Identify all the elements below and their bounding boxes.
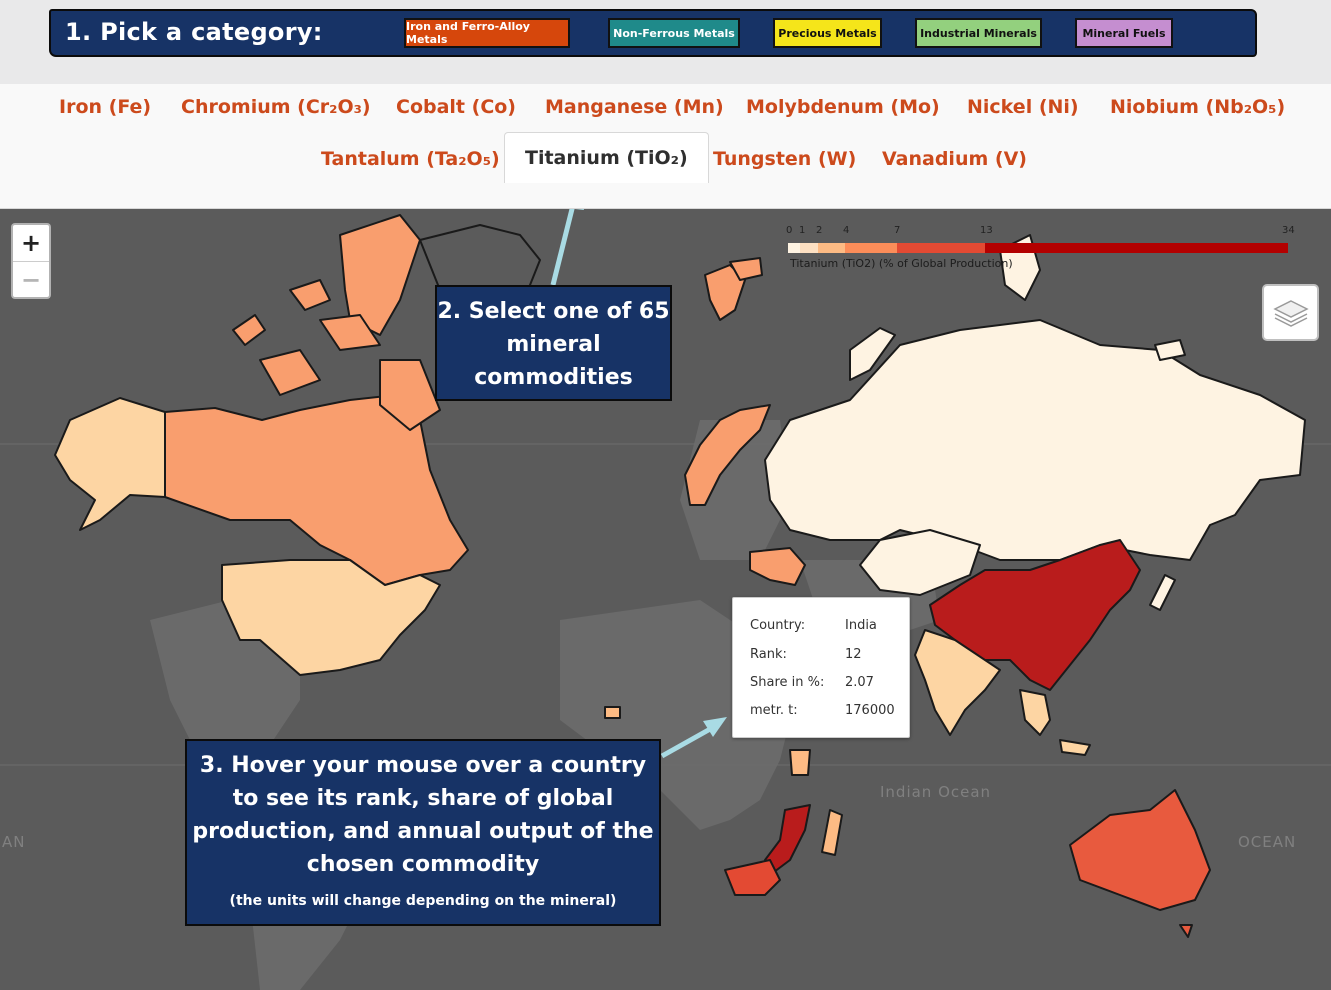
tab-tantalum[interactable]: Tantalum (Ta₂O₅)	[321, 148, 500, 170]
country-sierra-leone	[604, 706, 621, 719]
legend-tick: 4	[843, 225, 850, 236]
country-kazakhstan	[859, 529, 981, 596]
country-kenya	[789, 749, 811, 776]
tab-manganese[interactable]: Manganese (Mn)	[545, 96, 724, 118]
tab-molybdenum[interactable]: Molybdenum (Mo)	[746, 96, 940, 118]
instruction-step-3: 3. Hover your mouse over a country to se…	[185, 739, 661, 926]
ocean-label-left: AN	[2, 833, 26, 851]
tab-cobalt[interactable]: Cobalt (Co)	[396, 96, 516, 118]
tooltip-value: India	[845, 618, 877, 633]
country-russia	[764, 319, 1306, 561]
tooltip-value: 12	[845, 647, 862, 662]
ocean-label-indian: Indian Ocean	[880, 783, 992, 801]
zoom-out-button[interactable]: −	[20, 266, 42, 294]
tab-nickel[interactable]: Nickel (Ni)	[967, 96, 1079, 118]
country-canada-arctic	[339, 214, 421, 336]
legend-tick: 34	[1282, 225, 1295, 236]
zoom-in-button[interactable]: +	[13, 225, 49, 262]
commodity-tab-bar: Iron (Fe) Chromium (Cr₂O₃) Cobalt (Co) M…	[0, 84, 1331, 209]
country-usa-alaska	[54, 397, 166, 531]
country-ukraine	[749, 547, 806, 586]
country-usa	[221, 559, 441, 676]
tab-vanadium[interactable]: Vanadium (V)	[882, 148, 1027, 170]
country-japan	[1149, 574, 1176, 611]
category-button-precious[interactable]: Precious Metals	[773, 18, 882, 48]
tooltip-value: 2.07	[845, 675, 874, 690]
category-prompt: 1. Pick a category:	[65, 18, 323, 46]
callout-arrows	[550, 209, 727, 759]
layers-icon	[1272, 299, 1309, 327]
country-south-africa	[724, 859, 781, 896]
layers-control-button[interactable]	[1262, 284, 1319, 341]
country-mozambique	[764, 804, 811, 876]
legend-caption: Titanium (TiO2) (% of Global Production)	[790, 257, 1013, 270]
tooltip-value: 176000	[845, 703, 895, 718]
country-canada	[164, 394, 469, 586]
category-button-industrial-minerals[interactable]: Industrial Minerals	[915, 18, 1042, 48]
legend-tick: 2	[816, 225, 823, 236]
category-button-non-ferrous[interactable]: Non-Ferrous Metals	[608, 18, 740, 48]
country-madagascar	[821, 809, 843, 856]
country-svalbard	[704, 264, 746, 321]
tab-chromium[interactable]: Chromium (Cr₂O₃)	[181, 96, 371, 118]
country-norway	[684, 404, 771, 506]
map-canvas	[0, 209, 1331, 990]
tab-tungsten[interactable]: Tungsten (W)	[713, 148, 857, 170]
tab-niobium[interactable]: Niobium (Nb₂O₅)	[1110, 96, 1286, 118]
category-banner: 1. Pick a category: Iron and Ferro-Alloy…	[49, 9, 1257, 57]
legend-tick: 0	[786, 225, 793, 236]
instruction-step-3-note: (the units will change depending on the …	[229, 893, 617, 909]
tab-iron[interactable]: Iron (Fe)	[59, 96, 152, 118]
legend-tick: 7	[894, 225, 901, 236]
legend-tick: 13	[980, 225, 993, 236]
ocean-label-right: OCEAN	[1238, 833, 1297, 851]
country-southeast-asia	[1019, 689, 1051, 736]
tooltip-key: Country:	[750, 618, 806, 633]
tooltip-key: metr. t:	[750, 703, 798, 718]
category-button-iron-ferro-alloy[interactable]: Iron and Ferro-Alloy Metals	[404, 18, 570, 48]
country-tooltip: Country: India Rank: 12 Share in %: 2.07…	[732, 597, 910, 738]
tab-titanium[interactable]: Titanium (TiO₂)	[504, 132, 709, 183]
legend-tick: 1	[799, 225, 806, 236]
country-australia	[1069, 789, 1211, 911]
tooltip-key: Rank:	[750, 647, 787, 662]
country-india	[914, 629, 1001, 736]
zoom-control: + −	[11, 223, 51, 299]
instruction-step-3-text: 3. Hover your mouse over a country to se…	[192, 753, 654, 877]
category-button-mineral-fuels[interactable]: Mineral Fuels	[1075, 18, 1173, 48]
instruction-step-2: 2. Select one of 65 mineral commodities	[435, 285, 672, 401]
legend-color-bar	[788, 243, 1288, 253]
tooltip-key: Share in %:	[750, 675, 825, 690]
